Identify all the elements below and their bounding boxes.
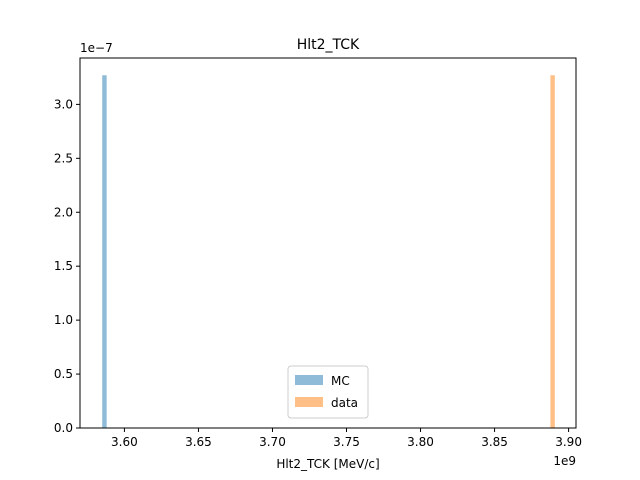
legend-swatch-data [295,397,323,407]
legend-label-mc: MC [331,374,350,388]
bars-layer [102,75,555,429]
x-tick-label: 3.65 [185,435,212,449]
x-axis-ticks: 3.60 3.65 3.70 3.75 3.80 3.85 3.90 [111,428,582,449]
legend-box [287,365,369,419]
y-tick-label: 2.0 [54,205,73,219]
x-offset-label: 1e9 [553,454,576,468]
x-tick-label: 3.70 [259,435,286,449]
y-tick-label: 2.5 [54,151,73,165]
x-tick-label: 3.85 [481,435,508,449]
x-tick-label: 3.90 [555,435,582,449]
y-tick-label: 1.5 [54,259,73,273]
y-tick-label: 0.0 [54,421,73,435]
y-offset-label: 1e−7 [80,41,113,55]
x-tick-label: 3.80 [407,435,434,449]
legend: MC data [287,365,369,419]
bar-mc-0 [102,75,107,429]
y-tick-label: 0.5 [54,367,73,381]
y-tick-label: 1.0 [54,313,73,327]
x-tick-label: 3.60 [111,435,138,449]
y-axis-ticks: 0.0 0.5 1.0 1.5 2.0 2.5 3.0 [54,97,80,435]
legend-label-data: data [331,396,358,410]
plot-frame [79,57,577,429]
bar-data-0 [550,75,555,429]
x-axis-label: Hlt2_TCK [MeV/c] [276,457,379,471]
legend-swatch-mc [295,375,323,385]
chart-title: Hlt2_TCK [297,37,360,53]
y-tick-label: 3.0 [54,97,73,111]
x-tick-label: 3.75 [333,435,360,449]
